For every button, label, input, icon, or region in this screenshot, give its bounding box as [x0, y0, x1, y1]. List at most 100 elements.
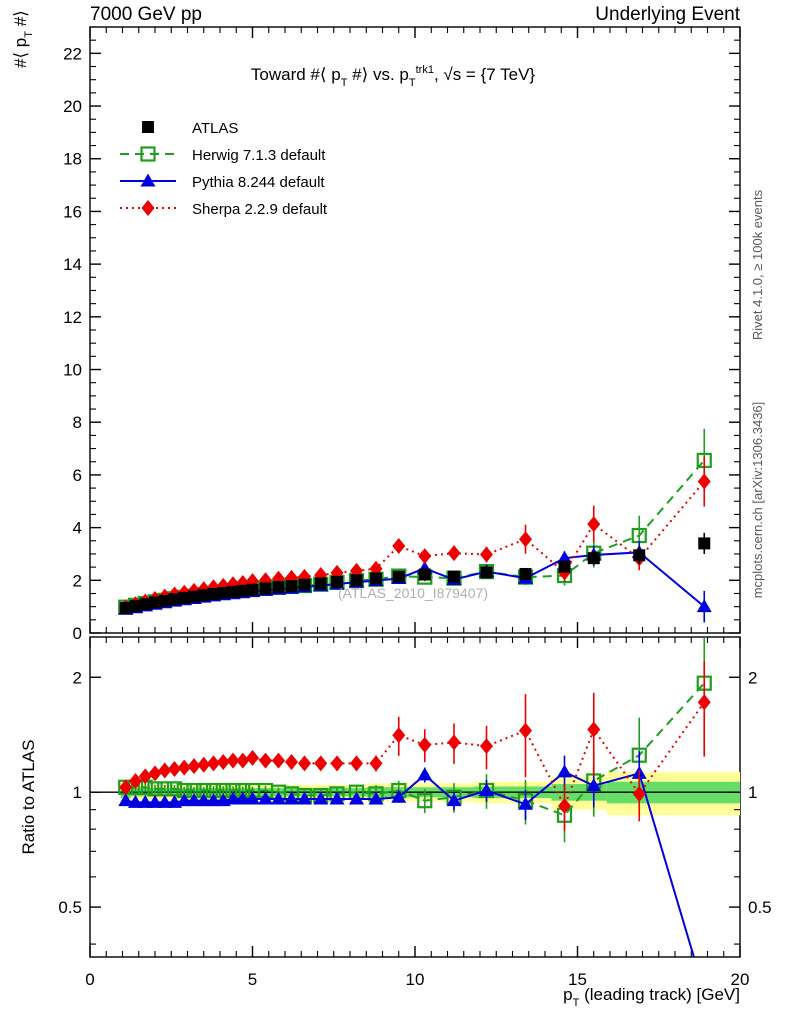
ratio-data-point — [368, 791, 384, 805]
legend-entry-1: Herwig 7.1.3 default — [120, 146, 326, 164]
dataset-watermark: (ATLAS_2010_I879407) — [338, 585, 488, 601]
ratio-series-group — [118, 637, 712, 957]
ratio-data-point — [258, 791, 273, 805]
legend-label-3: Sherpa 2.2.9 default — [192, 201, 328, 218]
data-point — [259, 582, 272, 595]
data-point — [246, 583, 259, 596]
ratio-data-point — [207, 755, 220, 772]
data-point — [697, 473, 711, 490]
ratio-y-axis-label: Ratio to ATLAS — [19, 740, 38, 855]
ratio-data-point — [216, 753, 230, 770]
ratio-panel: 2 2 1 1 0.5 0.5 0 5 10 15 20 — [58, 636, 772, 989]
data-point — [119, 601, 132, 614]
ratio-data-point — [557, 764, 572, 778]
ratio-data-point — [148, 765, 162, 782]
ratio-data-point — [350, 755, 363, 772]
main-y-tick-label-20: 20 — [63, 97, 82, 116]
x-tick-label-0: 0 — [85, 970, 94, 989]
x-tick-label-15: 15 — [568, 970, 587, 989]
data-point — [139, 598, 152, 611]
ratio-series-sherpa — [119, 661, 711, 831]
ratio-data-point — [446, 793, 462, 807]
ratio-data-point — [298, 755, 311, 772]
data-point — [558, 560, 571, 573]
ratio-data-point — [314, 755, 328, 772]
ratio-data-point — [119, 779, 133, 796]
ratio-data-point — [157, 794, 173, 808]
ratio-data-point — [129, 772, 142, 789]
data-point — [480, 546, 493, 563]
ratio-data-point — [518, 796, 533, 810]
data-point — [298, 578, 311, 591]
x-axis-label: pT (leading track) [GeV] — [563, 985, 740, 1009]
ratio-data-point — [245, 791, 260, 805]
data-point — [633, 549, 646, 562]
legend-entry-3: Sherpa 2.2.9 default — [120, 200, 328, 218]
data-point — [188, 590, 200, 603]
main-y-tick-label-18: 18 — [63, 150, 82, 169]
data-point — [587, 516, 601, 533]
data-point — [519, 531, 532, 548]
data-point — [178, 591, 191, 604]
ratio-data-point — [246, 749, 259, 766]
ratio-data-point — [417, 767, 433, 781]
data-point — [227, 585, 239, 598]
ratio-data-point — [226, 752, 240, 769]
x-tick-label-10: 10 — [406, 970, 425, 989]
ratio-data-point — [225, 791, 241, 805]
main-y-ticks: 0 2 4 6 8 10 12 14 16 18 20 22 — [63, 26, 740, 643]
main-y-tick-label-0: 0 — [73, 624, 82, 643]
data-point — [448, 570, 460, 583]
ratio-data-point — [168, 761, 181, 778]
main-panel: 0 2 4 6 8 10 12 14 16 18 20 22 (ATLAS_2010_I879407) A… — [63, 26, 741, 643]
ratio-y-tick-label-right-2: 2 — [748, 668, 757, 687]
ratio-data-point — [272, 752, 285, 769]
ratio-data-point — [271, 791, 286, 805]
ratio-data-point — [558, 798, 571, 815]
data-point — [149, 596, 161, 609]
ratio-data-point — [697, 694, 711, 711]
main-y-tick-label-10: 10 — [63, 361, 82, 380]
header-right-label: Underlying Event — [595, 4, 740, 25]
ratio-y-tick-label-left-1: 1 — [73, 783, 82, 802]
data-point — [392, 570, 405, 583]
main-y-axis-label: #⟨ pT #⟩ — [11, 10, 35, 68]
ratio-data-point — [206, 793, 221, 807]
data-point — [557, 550, 572, 564]
ratio-data-point — [418, 736, 432, 753]
plot-layers: 7000 GeV pp Underlying Event Rivet 4.1.0, … — [11, 4, 772, 1009]
data-point — [480, 566, 493, 579]
series-atlas — [119, 532, 711, 614]
data-point — [314, 577, 327, 590]
data-point — [696, 599, 712, 613]
main-y-tick-label-12: 12 — [63, 308, 82, 327]
ratio-data-point — [138, 768, 152, 785]
data-point — [129, 600, 142, 613]
ratio-data-point — [236, 752, 250, 769]
ratio-y-tick-label-right-1: 1 — [748, 783, 757, 802]
data-point — [168, 593, 181, 606]
ratio-data-point — [392, 727, 406, 744]
data-point — [370, 572, 382, 585]
data-point — [418, 568, 431, 581]
ratio-y-tick-label-left-0.5: 0.5 — [58, 898, 82, 917]
legend-marker — [141, 200, 155, 216]
x-tick-label-5: 5 — [248, 970, 257, 989]
data-point — [418, 548, 432, 565]
ratio-data-point — [369, 755, 383, 772]
legend-label-1: Herwig 7.1.3 default — [192, 147, 326, 164]
main-plot-title: Toward #⟨ pT #⟩ vs. pTtrk1, √s = {7 TeV} — [251, 64, 536, 89]
ratio-data-point — [329, 791, 345, 805]
ratio-series-pythia — [118, 751, 695, 957]
ratio-data-point — [587, 721, 601, 738]
ratio-data-point — [632, 785, 646, 802]
legend: ATLAS Herwig 7.1.3 default Pythia 8.244 de… — [120, 120, 328, 218]
data-point — [197, 589, 210, 602]
main-y-tick-label-2: 2 — [73, 571, 82, 590]
main-y-tick-label-14: 14 — [63, 255, 82, 274]
data-point — [587, 552, 600, 565]
legend-marker — [140, 146, 156, 162]
ratio-data-point — [417, 793, 433, 809]
ratio-data-point — [259, 752, 272, 769]
